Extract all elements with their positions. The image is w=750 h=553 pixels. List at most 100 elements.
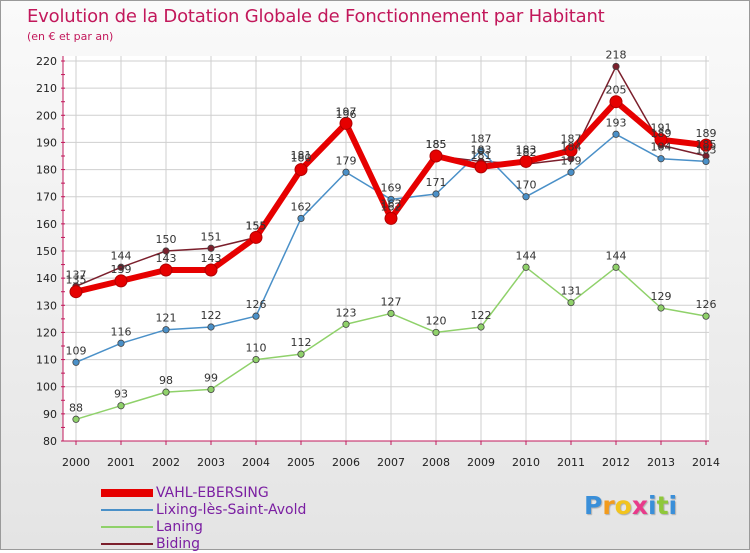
data-point-lixing-les-saint-avold [612, 130, 620, 138]
data-point-laning [702, 312, 710, 320]
legend-item-lixing: Lixing-lès-Saint-Avold [101, 502, 361, 519]
data-label-biding: 184 [561, 141, 582, 154]
data-label-biding: 155 [246, 219, 267, 232]
data-label-laning: 93 [114, 388, 128, 401]
y-tick-label: 120 [36, 326, 57, 339]
x-tick-label: 2001 [107, 456, 135, 469]
data-point-lixing-les-saint-avold [117, 339, 125, 347]
legend-item-biding: Biding [101, 536, 361, 553]
x-tick-label: 2009 [467, 456, 495, 469]
data-point-vahl-ebersing [654, 133, 668, 147]
data-point-biding [162, 247, 170, 255]
y-tick-label: 110 [36, 354, 57, 367]
data-point-lixing-les-saint-avold [162, 326, 170, 334]
data-label-lixing-les-saint-avold: 122 [201, 309, 222, 322]
y-tick-label: 180 [36, 164, 57, 177]
y-tick-label: 100 [36, 381, 57, 394]
y-tick-label: 210 [36, 82, 57, 95]
legend-label-lixing: Lixing-lès-Saint-Avold [156, 502, 307, 518]
data-point-vahl-ebersing [159, 263, 173, 277]
data-point-vahl-ebersing [249, 230, 263, 244]
chart-subtitle: (en € et par an) [27, 30, 114, 43]
data-point-laning [432, 328, 440, 337]
data-point-vahl-ebersing [204, 263, 218, 277]
data-point-laning [207, 385, 215, 394]
y-tick-label: 80 [43, 435, 57, 448]
data-point-biding [117, 263, 125, 271]
data-label-biding: 185 [426, 138, 447, 151]
data-label-lixing-les-saint-avold: 193 [606, 116, 627, 129]
y-tick-label: 160 [36, 218, 57, 231]
y-tick-label: 220 [36, 55, 57, 68]
data-label-biding: 137 [66, 268, 87, 281]
data-label-lixing-les-saint-avold: 162 [291, 200, 312, 213]
x-tick-label: 2000 [62, 456, 90, 469]
y-tick-label: 130 [36, 299, 57, 312]
data-label-laning: 110 [246, 342, 267, 355]
data-point-vahl-ebersing [69, 285, 83, 299]
data-label-vahl-ebersing: 135 [66, 274, 87, 287]
data-point-laning [162, 388, 170, 396]
legend-swatch-laning [101, 526, 153, 528]
data-label-laning: 99 [204, 371, 218, 384]
data-point-laning [342, 320, 350, 328]
data-point-laning [387, 309, 395, 318]
data-point-vahl-ebersing [474, 160, 488, 174]
data-point-laning [567, 298, 575, 307]
data-label-vahl-ebersing: 181 [471, 149, 492, 162]
data-label-laning: 126 [696, 298, 717, 311]
data-label-lixing-les-saint-avold: 121 [156, 312, 177, 325]
y-tick-label: 190 [36, 136, 57, 149]
logo-letter: r [602, 491, 615, 520]
legend-label-biding: Biding [156, 536, 201, 552]
data-point-lixing-les-saint-avold [207, 323, 215, 331]
data-label-biding: 218 [606, 48, 627, 61]
x-tick-label: 2002 [152, 456, 180, 469]
data-point-vahl-ebersing [609, 95, 623, 109]
data-label-lixing-les-saint-avold: 109 [66, 344, 87, 357]
data-label-biding: 183 [471, 143, 492, 156]
legend-label-laning: Laning [156, 519, 203, 535]
data-label-vahl-ebersing: 180 [291, 152, 312, 165]
data-label-biding: 189 [651, 127, 672, 140]
data-label-lixing-les-saint-avold: 169 [381, 181, 402, 194]
data-point-lixing-les-saint-avold [297, 214, 305, 223]
data-label-vahl-ebersing: 205 [606, 84, 627, 97]
data-point-vahl-ebersing [294, 163, 308, 177]
data-point-lixing-les-saint-avold [252, 312, 260, 320]
data-point-vahl-ebersing [384, 211, 398, 225]
data-label-vahl-ebersing: 187 [561, 133, 582, 146]
data-point-laning [612, 263, 620, 271]
data-label-biding: 144 [111, 249, 132, 262]
x-tick-label: 2007 [377, 456, 405, 469]
data-label-lixing-les-saint-avold: 184 [651, 141, 672, 154]
legend-swatch-biding [101, 543, 153, 545]
y-tick-label: 170 [36, 191, 57, 204]
data-point-vahl-ebersing [699, 138, 713, 152]
y-tick-label: 200 [36, 109, 57, 122]
data-label-biding: 163 [381, 198, 402, 211]
logo-letter: x [631, 491, 648, 520]
data-point-lixing-les-saint-avold [387, 195, 395, 204]
data-point-laning [117, 402, 125, 410]
x-tick-label: 2013 [647, 456, 675, 469]
data-label-lixing-les-saint-avold: 183 [696, 143, 717, 156]
data-label-vahl-ebersing: 143 [201, 252, 222, 265]
legend: VAHL-EBERSING Lixing-lès-Saint-Avold Lan… [101, 485, 361, 553]
data-point-biding [207, 244, 215, 252]
data-label-vahl-ebersing: 197 [336, 105, 357, 118]
data-point-lixing-les-saint-avold [657, 155, 665, 163]
data-point-vahl-ebersing [564, 144, 578, 158]
x-tick-label: 2003 [197, 456, 225, 469]
legend-item-laning: Laning [101, 519, 361, 536]
data-label-lixing-les-saint-avold: 179 [336, 154, 357, 167]
data-point-laning [477, 323, 485, 331]
data-label-lixing-les-saint-avold: 170 [516, 179, 537, 192]
data-label-vahl-ebersing: 189 [696, 127, 717, 140]
data-label-lixing-les-saint-avold: 187 [471, 133, 492, 146]
data-point-laning [72, 415, 80, 423]
legend-item-vahl-ebersing: VAHL-EBERSING [101, 485, 361, 502]
x-tick-label: 2006 [332, 456, 360, 469]
